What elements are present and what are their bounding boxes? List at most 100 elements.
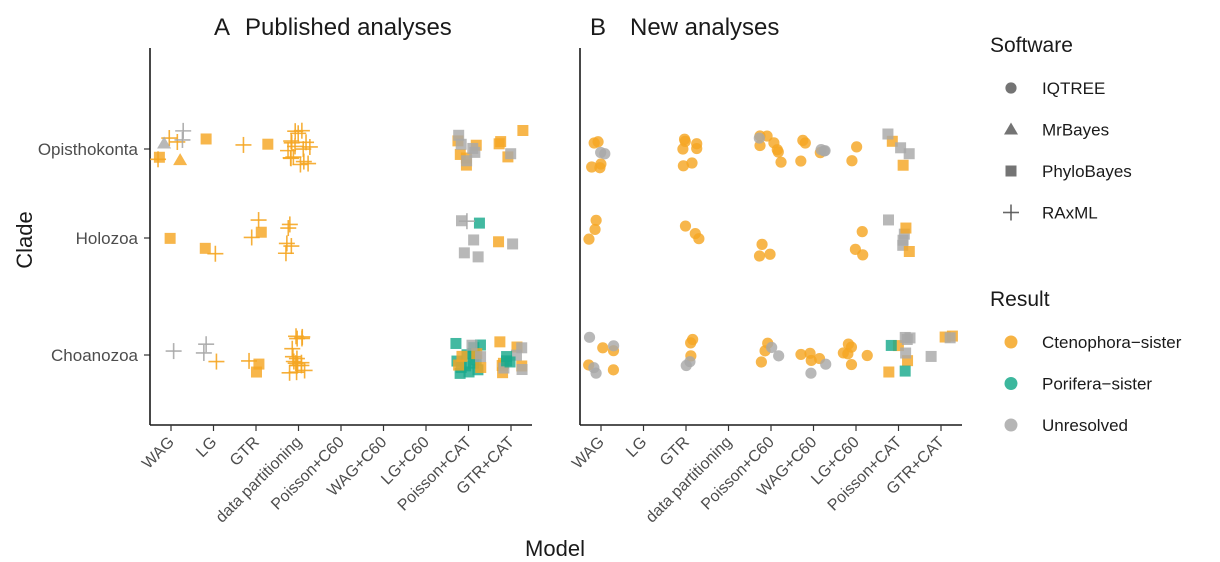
data-point — [505, 148, 517, 160]
panel-letter: B — [590, 14, 606, 41]
data-point — [262, 138, 274, 150]
data-point — [845, 358, 858, 371]
data-point — [283, 238, 300, 255]
x-tick-label: GTR — [657, 434, 693, 470]
data-point — [775, 156, 787, 168]
data-point — [595, 146, 607, 159]
legend-key-color — [1004, 418, 1018, 432]
data-point — [516, 342, 528, 354]
data-point — [590, 214, 602, 226]
data-point — [903, 148, 915, 160]
x-tick-label: GTR — [227, 434, 263, 470]
data-point — [583, 233, 595, 245]
legend-key-circle — [1005, 82, 1017, 94]
data-point — [235, 136, 252, 153]
data-point — [755, 356, 767, 368]
data-point — [255, 226, 267, 238]
data-point — [892, 340, 904, 352]
data-point — [510, 349, 522, 361]
data-point — [516, 364, 528, 376]
data-point — [498, 362, 510, 374]
data-point — [944, 332, 956, 344]
data-point — [467, 142, 479, 154]
data-point — [287, 355, 304, 372]
y-axis-title: Clade — [12, 211, 37, 268]
data-point — [771, 144, 783, 156]
data-point — [198, 336, 215, 353]
data-point — [773, 350, 785, 362]
data-point — [287, 138, 304, 155]
data-point — [292, 156, 309, 173]
data-point — [797, 134, 809, 146]
data-point — [195, 344, 212, 361]
data-point — [597, 342, 609, 354]
data-point — [753, 132, 765, 144]
legend-label: IQTREE — [1042, 79, 1105, 98]
data-point — [287, 123, 304, 140]
data-point — [795, 155, 807, 167]
legend-label: MrBayes — [1042, 121, 1109, 140]
data-point — [165, 343, 182, 360]
data-point — [175, 122, 192, 139]
data-point — [882, 128, 894, 140]
data-point — [677, 160, 689, 172]
data-point — [607, 364, 620, 376]
data-point — [289, 357, 306, 374]
y-tick-label: Choanozoa — [51, 346, 139, 365]
legend-key-plus — [1003, 204, 1019, 221]
data-point — [278, 235, 295, 252]
data-point — [450, 337, 462, 349]
data-point — [298, 134, 315, 151]
data-point — [764, 248, 776, 260]
data-point — [157, 136, 172, 149]
legend-key-square — [1005, 165, 1017, 177]
data-point — [820, 358, 832, 370]
data-point — [594, 162, 606, 174]
data-point — [588, 362, 600, 374]
legend-label: Ctenophora−sister — [1042, 333, 1182, 352]
data-point — [284, 348, 301, 365]
data-point — [467, 357, 479, 369]
data-point — [494, 336, 506, 348]
data-point — [686, 157, 698, 169]
x-tick-label: WAG — [569, 434, 608, 473]
data-point — [281, 364, 298, 381]
legend: Software IQTREE MrBayes PhyloBayes RAxML Resu… — [990, 34, 1182, 435]
panel-letter: A — [214, 14, 230, 41]
data-point — [856, 226, 868, 238]
data-point — [925, 350, 937, 362]
data-point — [753, 250, 766, 262]
legend-title-software: Software — [990, 34, 1073, 57]
data-point — [517, 124, 529, 136]
data-point — [280, 220, 297, 237]
data-point — [586, 161, 598, 173]
data-point — [164, 232, 176, 244]
data-point — [898, 228, 910, 240]
data-point — [300, 155, 317, 172]
legend-label: RAxML — [1042, 204, 1098, 223]
x-tick-label: LG — [623, 434, 650, 461]
data-point — [453, 129, 465, 141]
legend-label: PhyloBayes — [1042, 162, 1132, 181]
data-point — [693, 233, 705, 245]
data-point — [795, 348, 807, 361]
data-point — [463, 366, 475, 378]
data-point — [607, 340, 620, 352]
data-point — [207, 245, 224, 262]
data-point — [458, 247, 470, 259]
data-point — [897, 239, 909, 251]
data-points — [583, 128, 958, 379]
data-point — [301, 138, 318, 155]
legend-key-color — [1004, 377, 1018, 390]
data-point — [679, 135, 691, 147]
data-point — [861, 349, 873, 362]
data-point — [851, 141, 863, 153]
data-point — [458, 213, 475, 230]
data-point — [899, 365, 911, 377]
data-point — [903, 246, 915, 258]
data-point — [454, 148, 466, 160]
data-point — [288, 328, 305, 345]
data-point — [883, 366, 895, 378]
data-point — [846, 155, 858, 167]
